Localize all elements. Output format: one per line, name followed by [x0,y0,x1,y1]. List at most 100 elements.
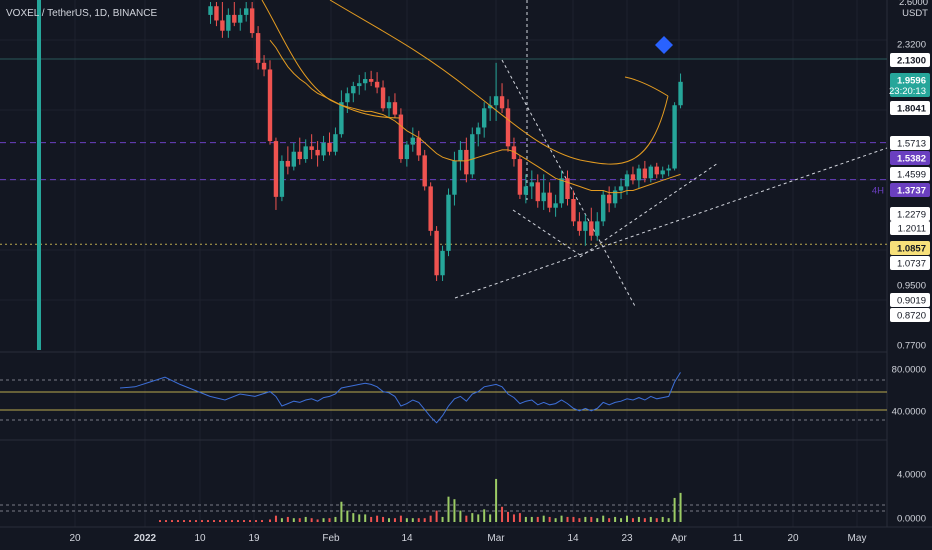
candle-body [315,149,320,156]
candle-body [493,96,499,106]
volume-bar [453,499,456,522]
candle-body [410,137,415,145]
volume-bar [316,519,319,522]
price-tag-bg [890,53,930,67]
candle-body [267,69,273,142]
time-axis-label: May [848,533,867,544]
candle-body [654,166,659,175]
candle-body [291,151,296,167]
candle [279,155,285,202]
time-axis-label: 20 [69,533,81,544]
volume-bar [269,519,271,522]
candle [392,93,398,118]
volume-bar [554,518,557,522]
candle [583,214,588,246]
volume-bar [620,518,623,522]
volume-bar [602,515,605,522]
signal-marker [655,36,673,54]
time-axis-label: 14 [401,533,413,544]
candle-body [255,33,261,63]
candle [612,186,618,208]
volume-bar [364,514,367,522]
candle-body [529,182,534,187]
volume-bar [352,513,355,522]
price-tag-label: 1.2011 [898,224,926,235]
candle [291,142,296,171]
volume-bar [322,518,325,522]
volume-bar [495,478,498,522]
grid-lines [0,0,887,527]
currency-label: USDT [902,8,928,19]
candle [589,207,594,241]
candle-body [422,155,427,187]
candle [434,226,439,281]
volume-bar [471,513,474,522]
volume-bar [626,515,628,522]
candle-body [636,168,642,181]
volume-bar [171,520,173,522]
candle-body [339,102,344,135]
volume-axis-label: 4.0000 [897,470,926,481]
volume-bar [219,520,221,522]
candle-body [601,194,606,222]
candle-body [244,8,249,15]
rsi-line [119,372,681,424]
candle-body [303,146,308,160]
candle [309,134,314,160]
price-label: 0.9500 [897,281,926,292]
candle-body [273,141,279,197]
candle [654,162,659,179]
symbol-title[interactable]: VOXEL / TetherUS, 1D, BINANCE [6,8,157,19]
volume-bar [477,514,480,522]
volume-bar [530,516,533,522]
candle-body [541,192,546,202]
candle [428,182,433,236]
candle [374,72,380,94]
price-tag-bg [890,241,930,255]
candle [618,178,624,199]
time-axis[interactable]: 20 2022 10 19 Feb 14 Mar 14 23 Apr 11 20 May [69,533,866,544]
candle [678,73,683,109]
candle-body [606,194,612,204]
price-label: 0.7700 [897,341,926,352]
candlestick-series [37,0,683,350]
volume-bar [501,506,504,522]
volume-bar [340,501,343,522]
volume-bar [542,515,545,522]
ma-line-slow [329,0,669,165]
pre-candle [208,2,213,24]
candle-body [612,190,618,204]
volume-bar [261,520,263,522]
candle-body [523,186,529,195]
candle-body [535,182,540,202]
candle-body [672,105,677,169]
timeframe-label: 4H [872,186,884,197]
volume-bar [370,516,373,522]
volume-bar [518,513,521,522]
volume-bar [225,520,227,522]
candle [565,170,570,206]
volume-bar [310,518,313,522]
pre-candle [214,2,219,27]
large-candle [37,0,41,350]
volume-bar [376,515,379,522]
rsi-axis-label: 80.0000 [892,365,926,376]
candle [470,127,475,179]
candle-body [309,146,314,150]
candle [368,70,374,87]
candle-body [446,194,451,251]
candle-body [630,174,636,181]
candle [464,137,469,183]
candle [595,212,600,241]
candle [410,127,415,152]
volume-bar [177,520,179,522]
candle [303,139,308,163]
volume-bar [195,520,197,522]
candle [458,141,463,171]
pre-candle [226,8,231,38]
candle-body [440,250,445,276]
pane-separators [0,0,932,528]
